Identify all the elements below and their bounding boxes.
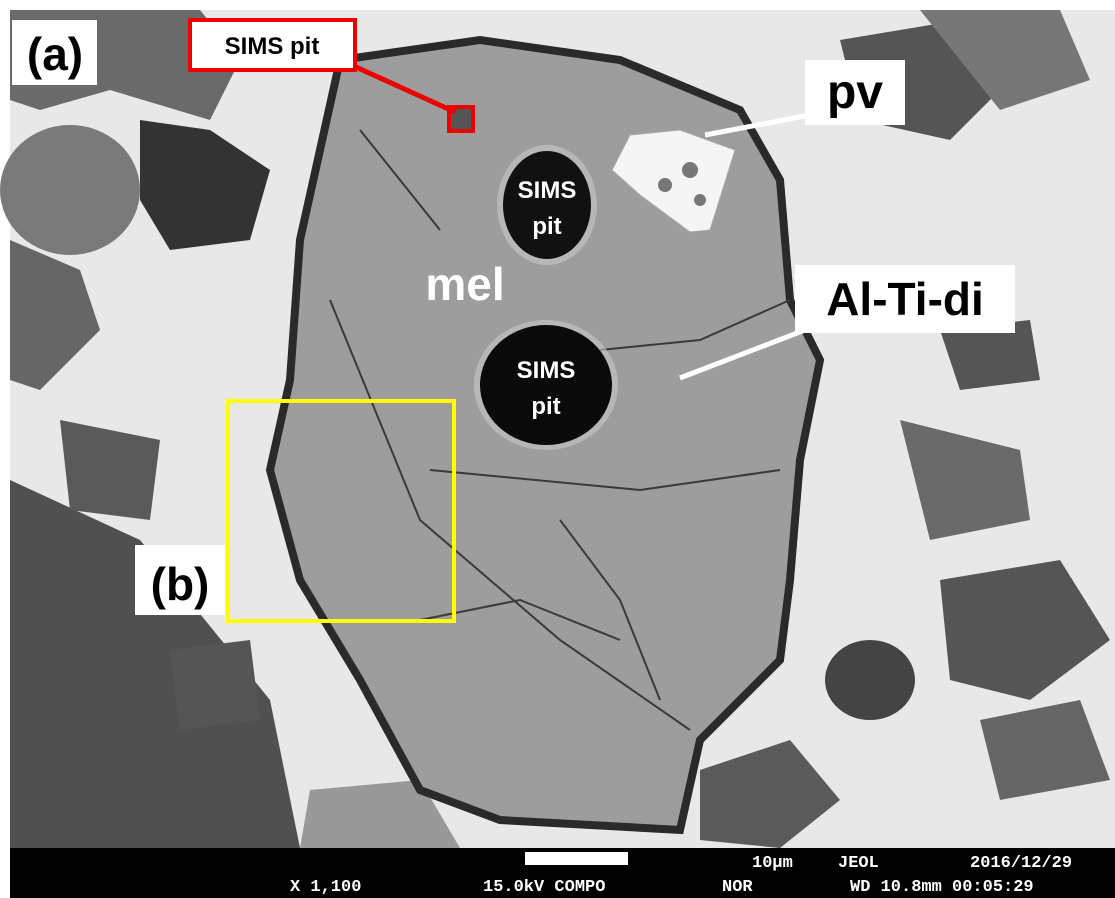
kv-text: 15.0kV COMPO <box>483 878 605 897</box>
mel-label: mel <box>425 258 504 310</box>
sem-image: SIMS pit pv Al-Ti-di mel SIMS pit SIMS p… <box>0 0 1115 898</box>
mag-text: X 1,100 <box>290 878 361 897</box>
nor-text: NOR <box>722 878 753 897</box>
pit-label: pit <box>532 213 561 240</box>
maker-text: JEOL <box>838 854 879 873</box>
callout-text: SIMS pit <box>225 33 320 60</box>
inset-label: (b) <box>151 558 210 610</box>
date-text: 2016/12/29 <box>970 854 1072 873</box>
pit-label: SIMS <box>517 357 576 384</box>
pit-label: SIMS <box>518 177 577 204</box>
panel-label: (a) <box>27 28 83 80</box>
scale-bar <box>525 852 628 865</box>
al-ti-di-label: Al-Ti-di <box>826 273 984 325</box>
wd-text: WD 10.8mm 00:05:29 <box>850 878 1034 897</box>
pv-label: pv <box>827 66 883 119</box>
sims-pit <box>480 325 612 445</box>
scale-text: 10µm <box>752 854 793 873</box>
pit-label: pit <box>531 393 560 420</box>
sims-pit <box>503 151 591 259</box>
